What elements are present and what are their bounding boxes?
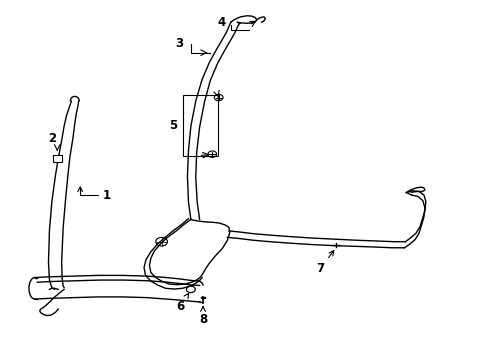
Text: 8: 8 (199, 307, 207, 327)
Text: 1: 1 (78, 187, 111, 202)
Text: 7: 7 (315, 251, 333, 275)
Bar (182, 95, 217, 156)
Bar (53, 154, 61, 162)
Text: 2: 2 (48, 132, 56, 145)
Text: 3: 3 (175, 36, 183, 50)
Text: 5: 5 (169, 119, 177, 132)
Text: 6: 6 (176, 293, 188, 313)
Text: 4: 4 (217, 16, 225, 29)
